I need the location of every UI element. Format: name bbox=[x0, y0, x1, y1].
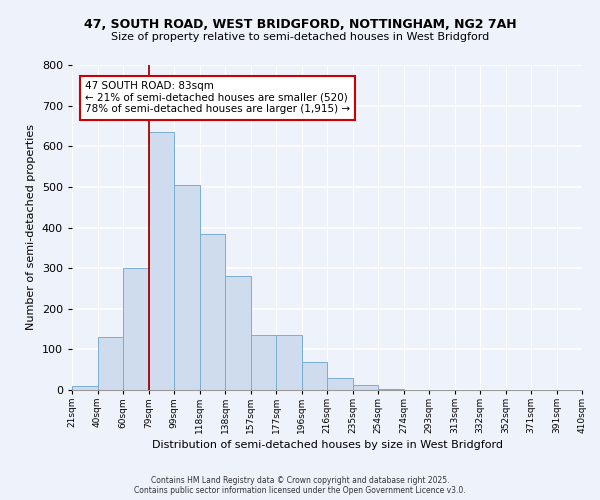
Bar bbox=[225, 276, 251, 390]
Bar bbox=[174, 185, 199, 390]
Bar bbox=[353, 385, 378, 390]
Text: 47, SOUTH ROAD, WEST BRIDGFORD, NOTTINGHAM, NG2 7AH: 47, SOUTH ROAD, WEST BRIDGFORD, NOTTINGH… bbox=[83, 18, 517, 30]
Bar bbox=[72, 386, 97, 390]
Text: 47 SOUTH ROAD: 83sqm
← 21% of semi-detached houses are smaller (520)
78% of semi: 47 SOUTH ROAD: 83sqm ← 21% of semi-detac… bbox=[85, 81, 350, 114]
X-axis label: Distribution of semi-detached houses by size in West Bridgford: Distribution of semi-detached houses by … bbox=[151, 440, 503, 450]
Bar bbox=[149, 132, 174, 390]
Bar bbox=[327, 378, 353, 390]
Text: Contains HM Land Registry data © Crown copyright and database right 2025.
Contai: Contains HM Land Registry data © Crown c… bbox=[134, 476, 466, 495]
Bar bbox=[199, 234, 225, 390]
Bar bbox=[97, 337, 123, 390]
Bar bbox=[251, 335, 276, 390]
Bar bbox=[378, 389, 404, 390]
Bar bbox=[276, 335, 302, 390]
Text: Size of property relative to semi-detached houses in West Bridgford: Size of property relative to semi-detach… bbox=[111, 32, 489, 42]
Y-axis label: Number of semi-detached properties: Number of semi-detached properties bbox=[26, 124, 36, 330]
Bar bbox=[302, 362, 327, 390]
Bar bbox=[123, 268, 149, 390]
